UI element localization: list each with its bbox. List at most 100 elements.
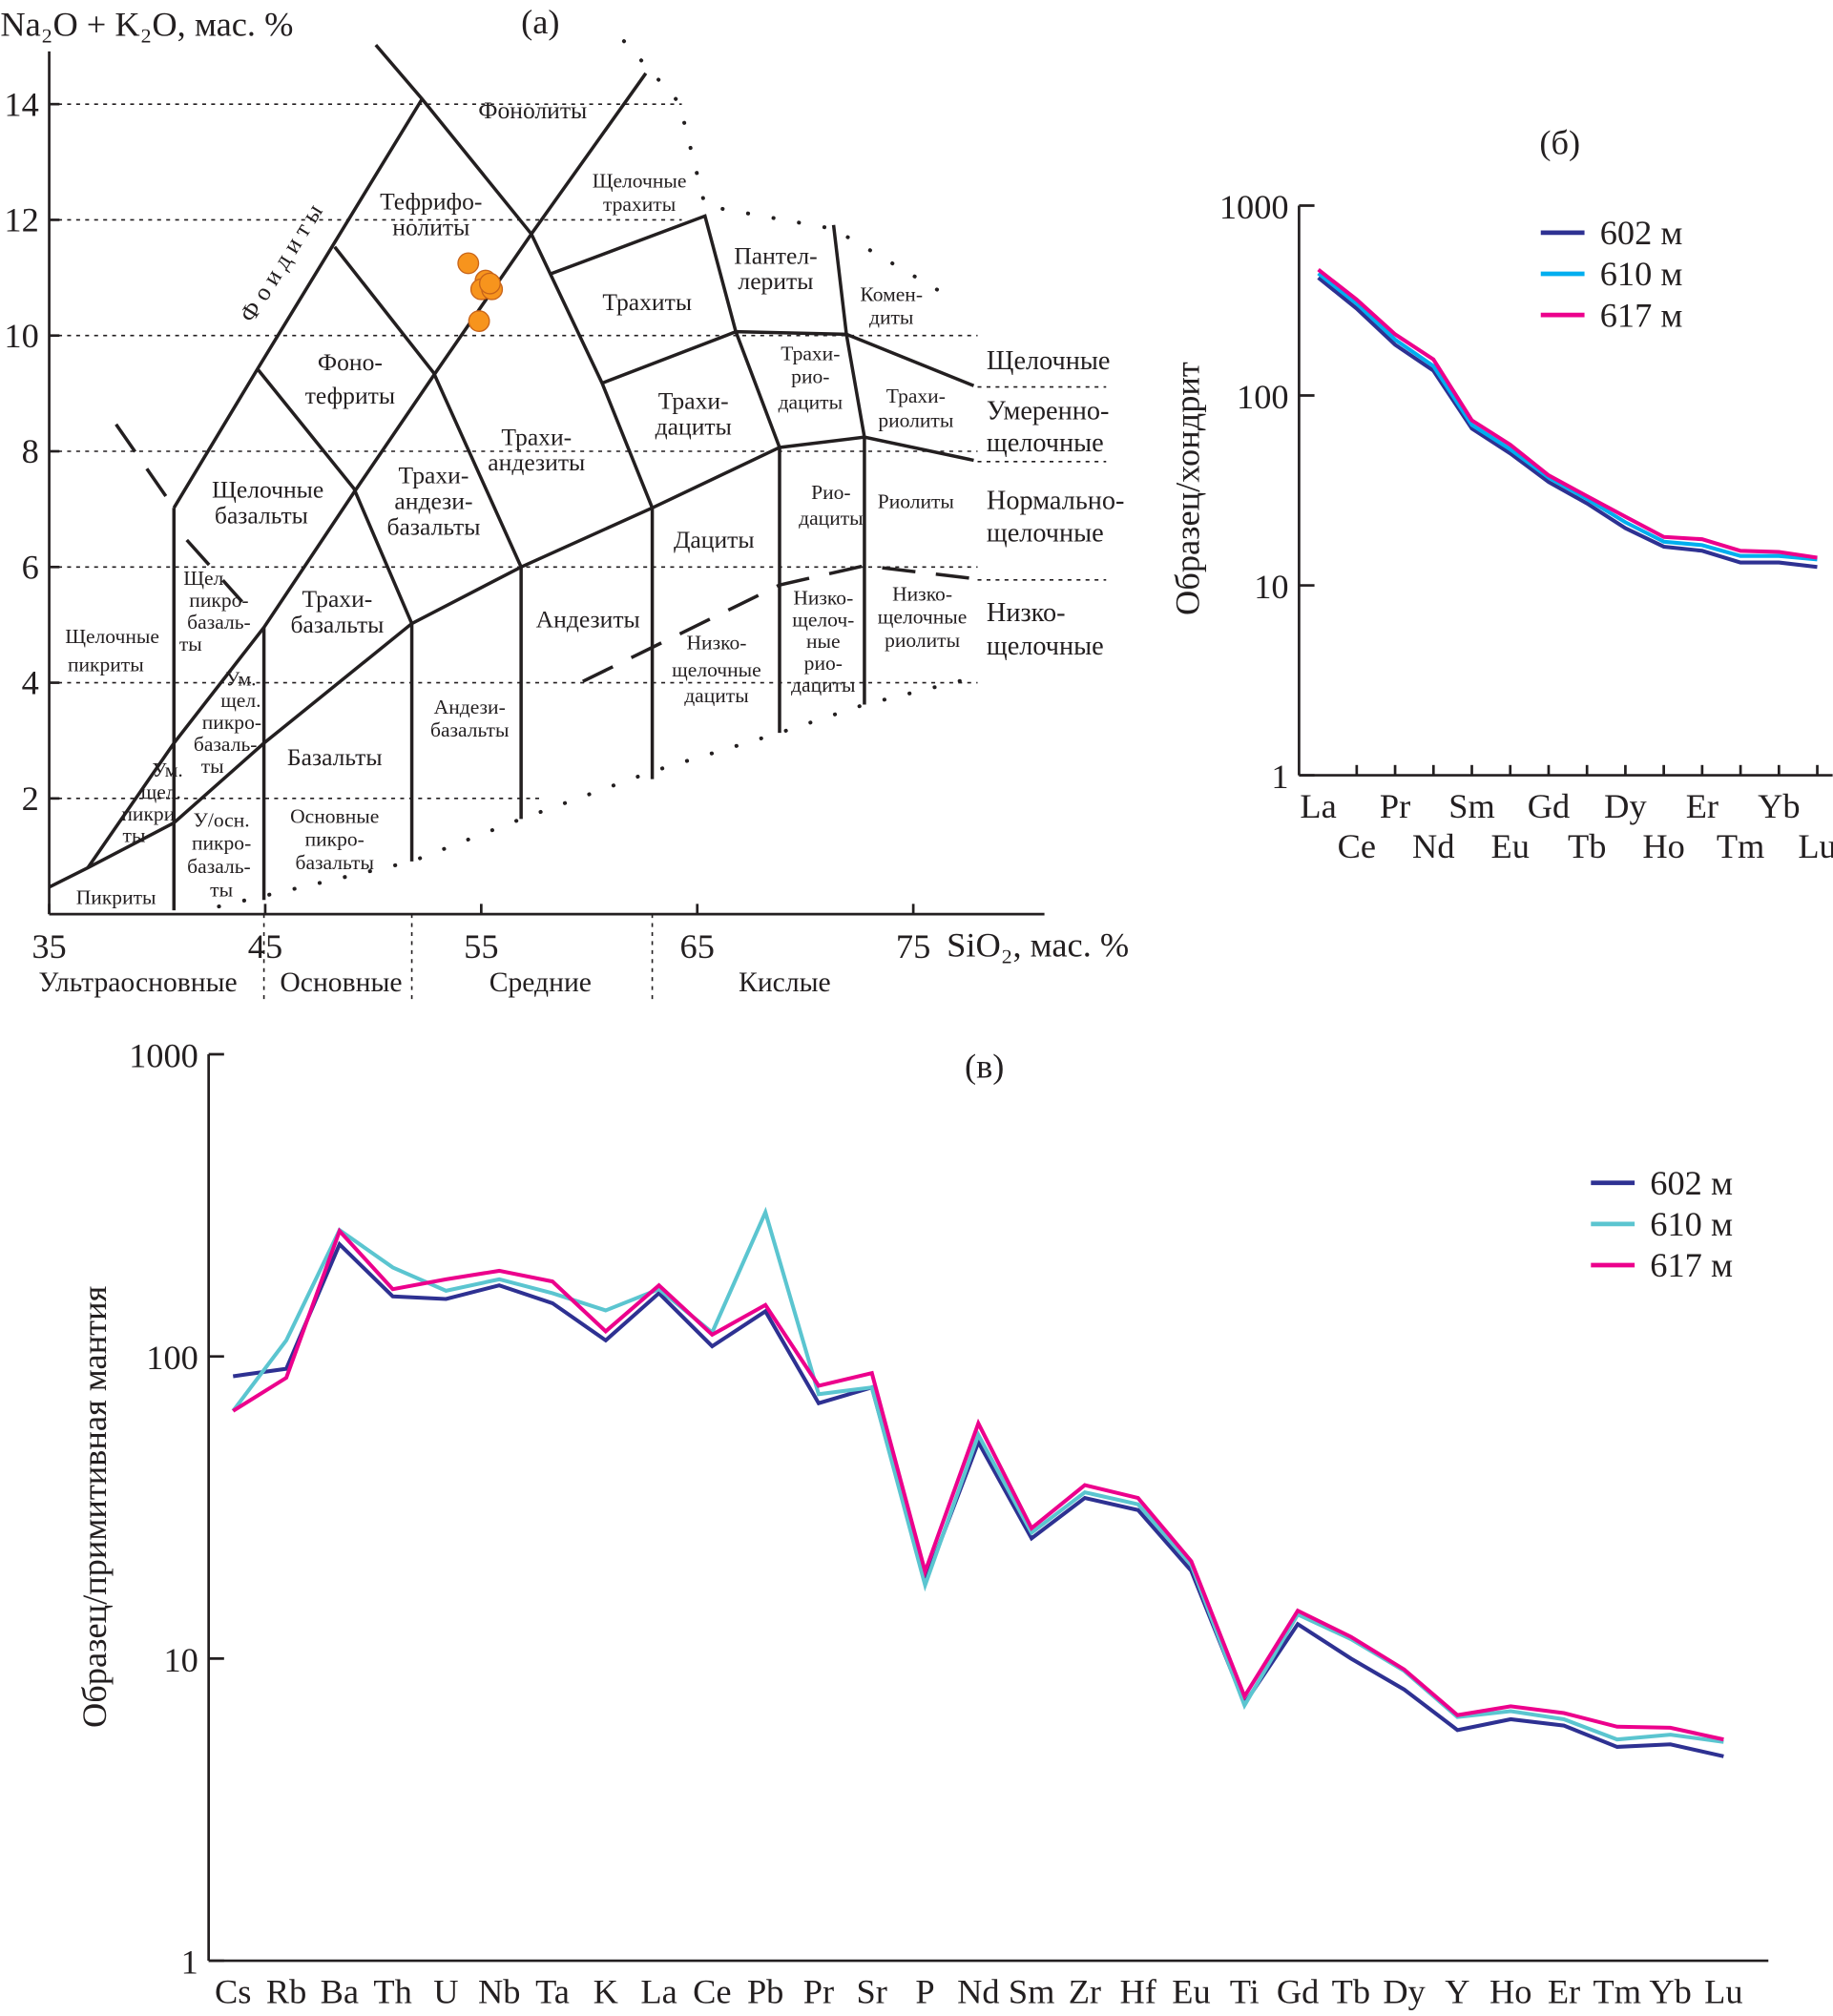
field-label: Трахи-	[302, 585, 372, 613]
field-label: Трахи-	[781, 342, 840, 364]
rock-group-label: Основные	[280, 967, 402, 998]
field-label: пикриты	[68, 653, 144, 675]
x-tick-label: U	[433, 1973, 458, 2011]
field-label: базальты	[290, 611, 384, 638]
x-tick-label: Nb	[478, 1973, 520, 2011]
field-label: трахиты	[603, 193, 676, 216]
x-tick-label: 35	[31, 927, 66, 966]
field-label: щелоч-	[792, 608, 854, 631]
field-label: ты	[210, 878, 233, 901]
x-tick-label: 65	[680, 927, 715, 966]
y-tick-label: 1000	[129, 1036, 198, 1074]
field-label: рио-	[804, 652, 843, 675]
field-label: щелочные	[878, 606, 968, 629]
legend-label: 617 м	[1650, 1246, 1733, 1284]
field-label: андези-	[394, 488, 472, 515]
field-label: щел.	[220, 689, 260, 712]
x-tick-label: Gd	[1528, 787, 1570, 825]
series-line-610	[231, 1206, 1724, 1744]
field-label: Щелочные	[593, 170, 687, 193]
x-tick-label: Yb	[1649, 1973, 1691, 2011]
field-label: Трахиты	[602, 288, 692, 316]
dashed-boundary	[115, 423, 176, 509]
spider-mantle-chart: (в) Образец/примитивная мантия 1 10 100 100…	[75, 1036, 1769, 2011]
field-label: Пантел-	[734, 241, 817, 269]
field-label: Дациты	[674, 526, 755, 553]
x-tick-label: Lu	[1704, 1973, 1742, 2011]
field-label: пикро-	[305, 828, 365, 851]
field-label: Андезиты	[536, 606, 640, 634]
field-label: Основные	[290, 804, 379, 827]
spider-y-axis-label: Образец/примитивная мантия	[75, 1285, 114, 1728]
x-tick-label: Eu	[1491, 827, 1530, 865]
dashed-boundary	[582, 564, 974, 683]
tas-axes: 2 4 6 8 10 12 14 35 45 55 65 75 Ультраосновные Основн…	[4, 51, 1045, 1001]
ree-chondrite-chart: (б) Образец/хондрит 1 10 100 1000 LaCePrNdSm…	[1168, 124, 1833, 865]
field-label: диты	[869, 306, 913, 329]
x-tick-label: La	[1300, 787, 1336, 825]
y-tick-label: 10	[1254, 568, 1288, 606]
series-line-602	[232, 1240, 1724, 1758]
field-label: тефриты	[305, 382, 395, 409]
field-label: пикро-	[189, 589, 248, 612]
field-label: Рио-	[811, 481, 850, 504]
x-tick-label: Ce	[693, 1973, 731, 2011]
rock-group-label: Средние	[489, 967, 592, 998]
x-tick-label: Ti	[1230, 1973, 1260, 2011]
y-tick-label: 14	[4, 85, 38, 123]
field-boundary	[333, 245, 523, 569]
series-line-617	[232, 1227, 1724, 1742]
field-label: Пикриты	[76, 885, 156, 908]
field-label: Ум.	[225, 667, 256, 690]
x-tick-label: Ta	[535, 1973, 570, 2011]
field-boundary	[601, 329, 975, 387]
tas-panel-label: (а)	[521, 3, 559, 41]
x-tick-label: Ce	[1338, 827, 1376, 865]
x-tick-label: 75	[896, 927, 930, 966]
field-label: дациты	[791, 674, 855, 696]
field-boundary	[256, 367, 414, 625]
x-tick-label: Sm	[1448, 787, 1495, 825]
field-label: лериты	[738, 267, 813, 295]
field-boundary	[550, 214, 781, 448]
legend-label: 602 м	[1600, 214, 1683, 252]
tas-data-points	[457, 252, 504, 333]
field-label: ты	[123, 824, 146, 847]
x-tick-label: Tb	[1332, 1973, 1370, 2011]
field-label: Тефрифо-	[380, 188, 482, 216]
x-tick-label: 55	[464, 927, 498, 966]
series-line-617	[1317, 267, 1818, 560]
y-tick-label: 4	[22, 664, 39, 702]
rock-group-label: Ультраосновные	[38, 967, 237, 998]
series-line-602	[1317, 276, 1818, 570]
field-label: базаль-	[194, 733, 258, 756]
data-point	[457, 252, 480, 275]
field-label: Комен-	[860, 282, 923, 305]
field-label: Трахи-	[399, 462, 469, 489]
x-tick-label: 45	[248, 927, 282, 966]
field-label: базаль-	[187, 855, 251, 878]
y-tick-label: 1000	[1219, 188, 1289, 226]
ree-panel-label: (б)	[1539, 124, 1580, 162]
field-label: базальты	[430, 718, 509, 741]
field-label: базальты	[215, 501, 308, 529]
field-label: риолиты	[878, 408, 953, 431]
field-label: нолиты	[392, 214, 469, 241]
tas-x-axis-label: SiO₂, мас. %	[947, 926, 1129, 965]
alkalinity-series-label: Низко-	[987, 598, 1066, 628]
field-label: Трахи-	[658, 387, 729, 415]
y-tick-label: 6	[22, 548, 39, 586]
alkalinity-series-label: щелочные	[987, 632, 1104, 661]
field-label: щел.	[141, 780, 181, 803]
field-label: пикро-	[192, 832, 251, 855]
legend-label: 602 м	[1650, 1164, 1733, 1202]
x-tick-label: Pb	[747, 1973, 783, 2011]
field-label: Трахи-	[501, 423, 572, 450]
x-tick-label: Ho	[1642, 827, 1684, 865]
x-tick-label: Lu	[1798, 827, 1833, 865]
x-tick-label: Zr	[1069, 1973, 1101, 2011]
x-tick-label: Tm	[1593, 1973, 1642, 2011]
y-tick-label: 10	[164, 1641, 198, 1679]
tas-gridlines	[49, 103, 1107, 800]
